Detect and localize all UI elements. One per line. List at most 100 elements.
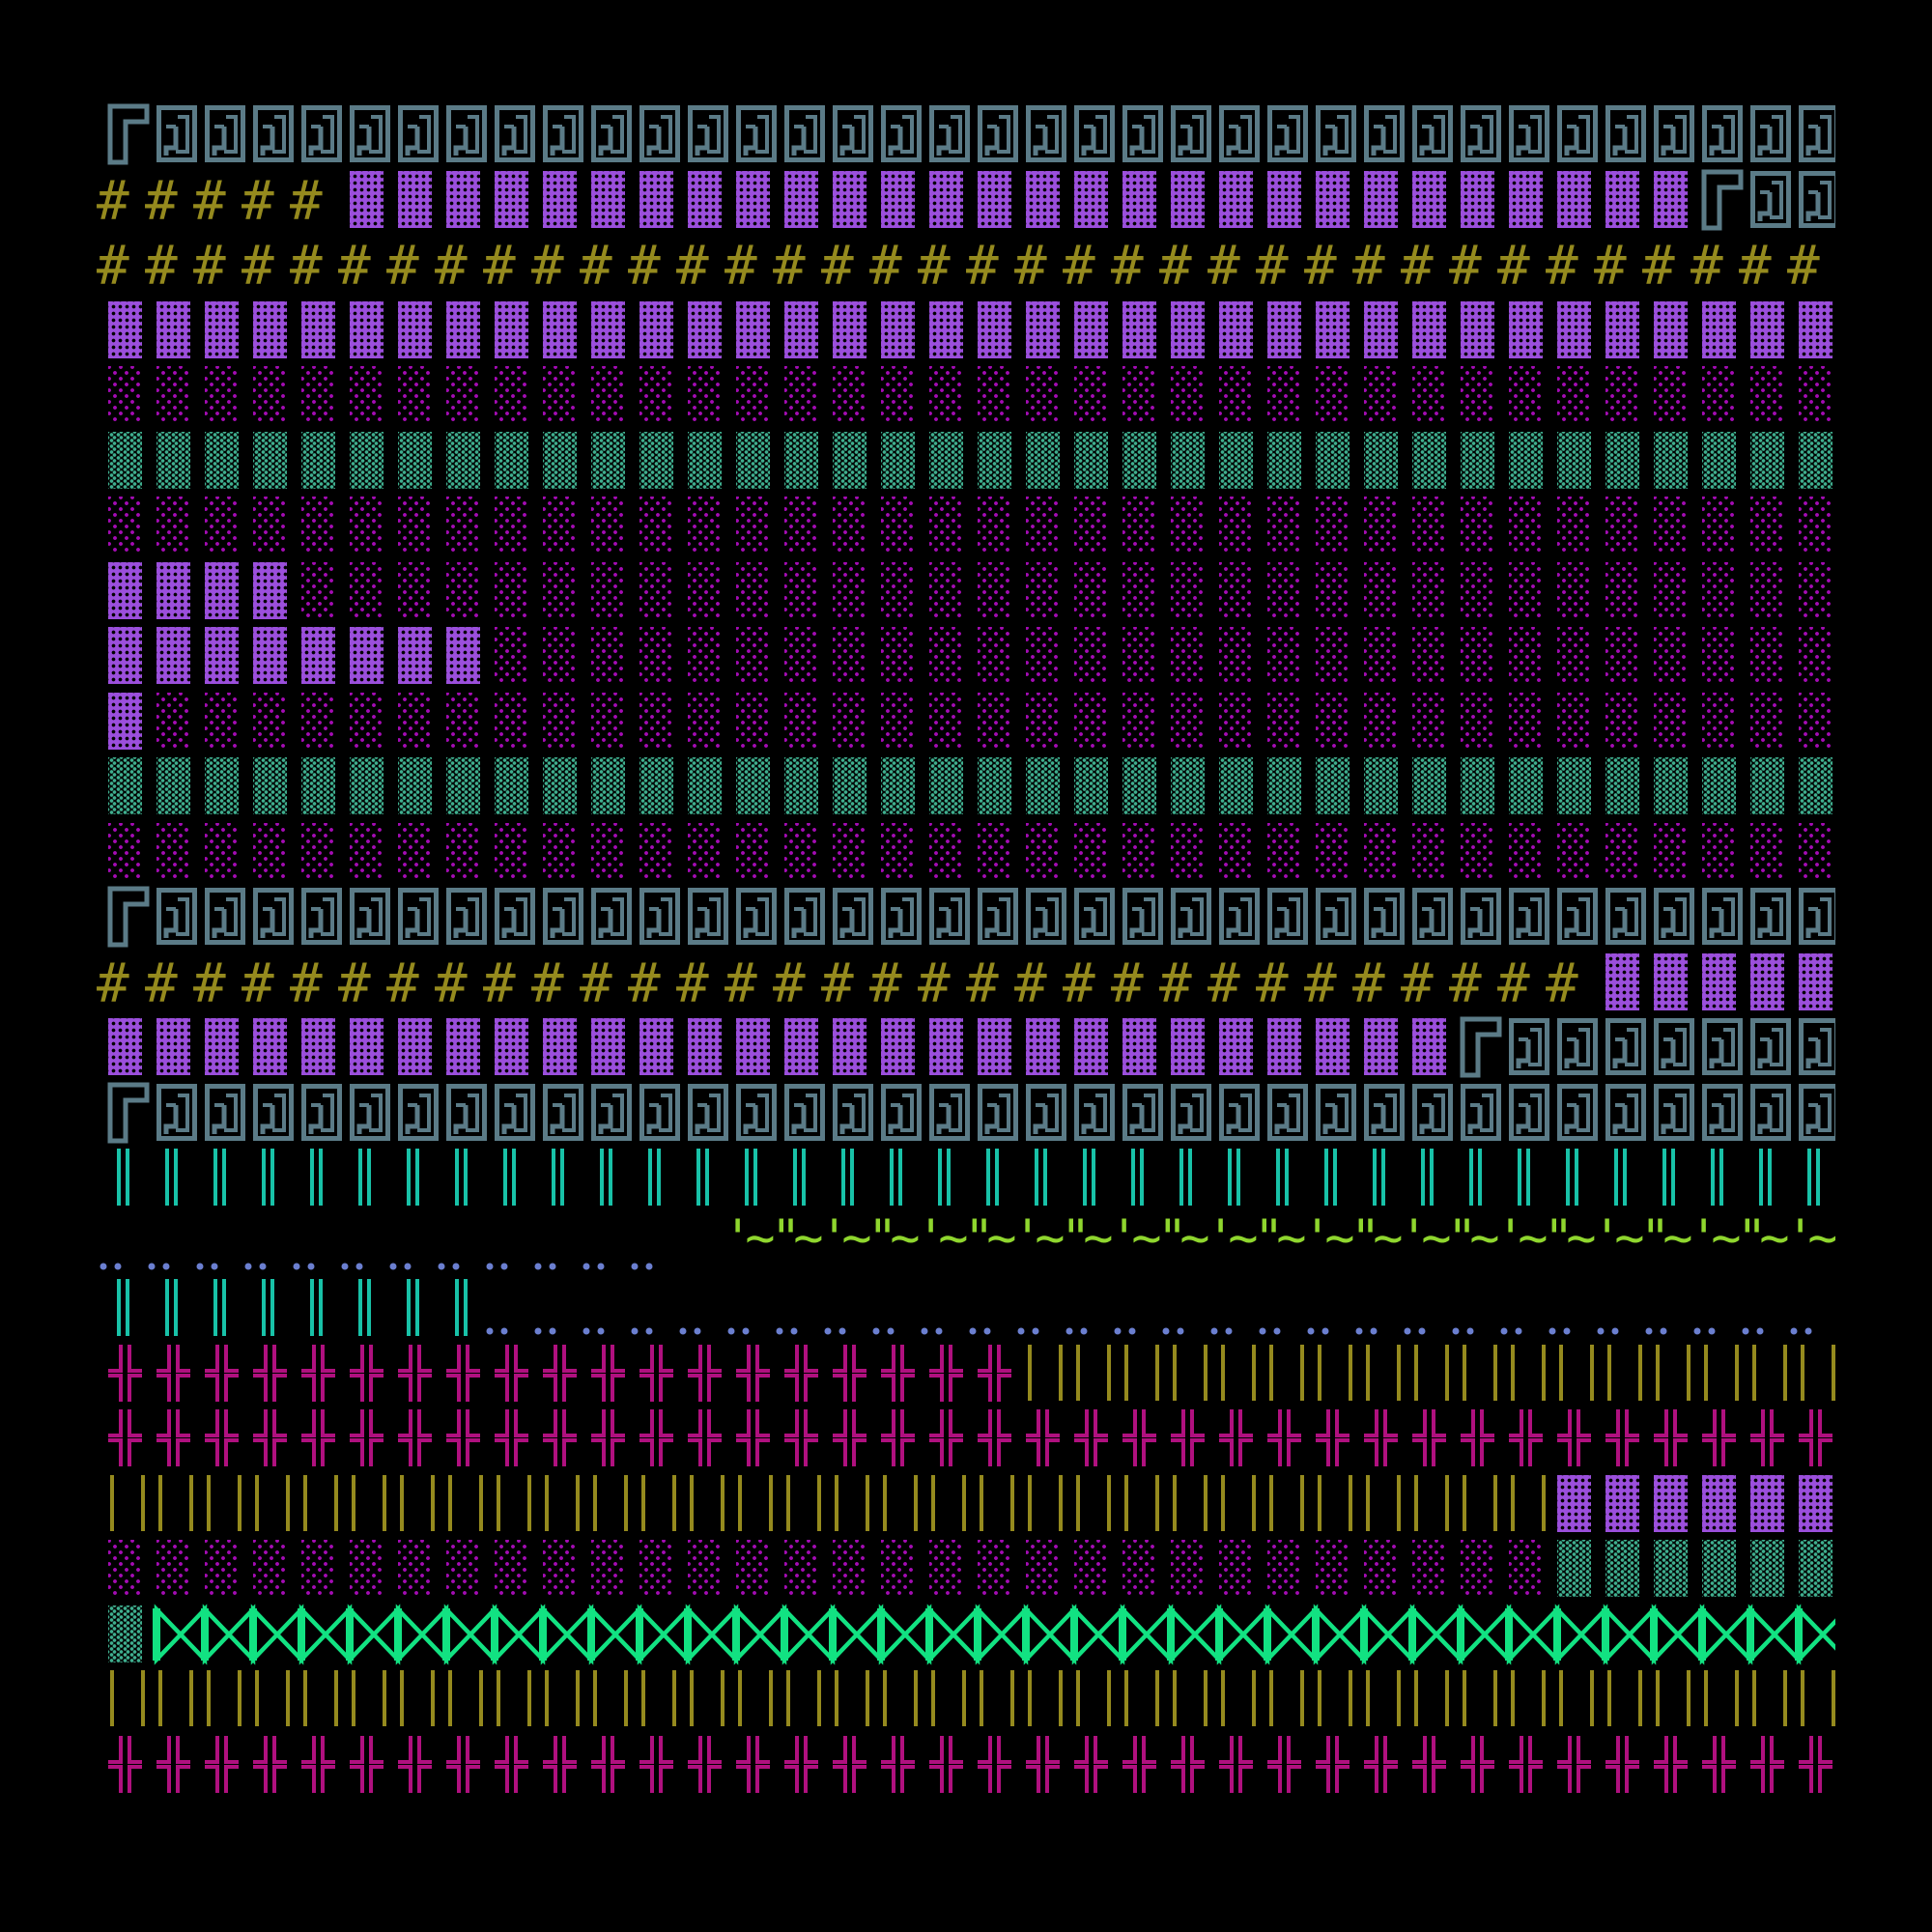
- box-icon: [1750, 1083, 1791, 1141]
- hash-char: #: [676, 952, 709, 1015]
- glyph-mag: [1267, 366, 1316, 424]
- block-shade-icon: [108, 300, 142, 358]
- glyph-box: [1122, 105, 1171, 163]
- glyph-cross: [108, 1735, 156, 1794]
- bowtie-icon: [684, 1603, 739, 1665]
- glyph-cross: [253, 1409, 301, 1467]
- glyph-hash: #: [580, 236, 639, 294]
- teal-shade-icon: [1557, 757, 1591, 814]
- box-icon: [350, 888, 390, 945]
- teal-shade-icon: [1267, 757, 1301, 814]
- glyph-block: [108, 627, 156, 685]
- glyph-hash: #: [97, 953, 156, 1011]
- glyph-cross: [543, 1344, 591, 1403]
- teal-shade-icon: [1605, 1540, 1639, 1597]
- teal-shade-icon: [1557, 1540, 1591, 1597]
- glyph-hash: #: [435, 236, 495, 294]
- glyph-dots: [1742, 1279, 1799, 1337]
- glyph-ybar: [1267, 1344, 1316, 1403]
- box-icon: [1557, 888, 1598, 945]
- glyph-cross: [495, 1344, 543, 1403]
- ybar-icon: [1511, 1344, 1546, 1401]
- glyph-dots: [1404, 1279, 1461, 1337]
- block-shade-icon: [736, 170, 770, 228]
- mag-shade-icon: [495, 561, 528, 619]
- glyph-box: [1750, 170, 1799, 229]
- glyph-box: [1702, 1018, 1750, 1076]
- glyph-cross: [591, 1409, 639, 1467]
- glyph-ybar: [205, 1474, 253, 1533]
- hash-char: #: [1546, 235, 1578, 298]
- glyph-hash: #: [966, 953, 1026, 1011]
- cross-icon: [1364, 1409, 1398, 1466]
- glyph-box: [736, 105, 784, 163]
- glyph-vbar: [784, 1149, 833, 1207]
- block-shade-icon: [205, 627, 239, 684]
- block-shade-icon: [301, 627, 335, 684]
- mag-shade-icon: [1364, 822, 1398, 880]
- ybar-icon: [1076, 1344, 1111, 1401]
- glyph-dots: [1500, 1279, 1557, 1337]
- glyph-mag: [156, 692, 205, 751]
- bowtie-icon: [1650, 1603, 1705, 1665]
- teal-shade-icon: [108, 757, 142, 814]
- glyph-block: [736, 170, 784, 229]
- glyph-hash: #: [97, 171, 156, 229]
- cross-icon: [1461, 1735, 1494, 1793]
- mag-shade-icon: [1702, 366, 1736, 423]
- wave-char: '~: [1109, 1208, 1162, 1267]
- glyph-mag: [688, 1540, 736, 1598]
- teal-shade-icon: [1799, 757, 1833, 814]
- glyph-cross: [495, 1735, 543, 1794]
- glyph-box: [1557, 105, 1605, 163]
- hash-char: #: [580, 952, 612, 1015]
- ybar-icon: [1414, 1670, 1449, 1726]
- block-shade-icon: [881, 1018, 915, 1075]
- mag-shade-icon: [398, 822, 432, 880]
- mag-shade-icon: [784, 561, 818, 619]
- glyph-block: [688, 170, 736, 229]
- glyph-block: [253, 627, 301, 685]
- glyph-block: [205, 1018, 253, 1076]
- bowtie-icon: [877, 1603, 932, 1665]
- vbar-icon: [1759, 1149, 1772, 1206]
- ybar-icon: [593, 1670, 628, 1726]
- block-shade-icon: [833, 1018, 867, 1075]
- mag-shade-icon: [1750, 692, 1784, 750]
- glyph-cross: [543, 1735, 591, 1794]
- glyph-box: [350, 105, 398, 163]
- teal-shade-icon: [929, 757, 963, 814]
- glyph-mag: [1316, 1540, 1364, 1598]
- glyph-mag: [1799, 561, 1835, 620]
- glyph-vbar: [1171, 1149, 1219, 1207]
- glyph-mag: [833, 1540, 881, 1598]
- glyph-cross: [1750, 1735, 1799, 1794]
- block-shade-icon: [688, 300, 722, 358]
- glyph-mag: [1171, 1540, 1219, 1598]
- block-shade-icon: [1799, 300, 1833, 358]
- hash-char: #: [724, 235, 757, 298]
- ybar-icon: [207, 1474, 242, 1531]
- box-icon: [1461, 105, 1501, 162]
- glyph-mag: [156, 366, 205, 424]
- glyph-wave: "~: [1605, 1213, 1693, 1272]
- teal-shade-icon: [1654, 431, 1688, 489]
- mag-shade-icon: [978, 822, 1011, 880]
- glyph-teal: [881, 431, 929, 490]
- dots-icon: [631, 1327, 653, 1335]
- glyph-mag: [495, 692, 543, 751]
- mag-shade-icon: [1364, 692, 1398, 750]
- glyph-ybar: [688, 1670, 736, 1728]
- glyph-vbar: [301, 1149, 350, 1207]
- glyph-bowtie: [1070, 1603, 1125, 1665]
- block-shade-icon: [688, 1018, 722, 1075]
- mag-shade-icon: [1799, 561, 1833, 619]
- glyph-vbar: [639, 1149, 688, 1207]
- glyph-vbar: [1122, 1149, 1171, 1207]
- bowtie-icon: [442, 1603, 497, 1665]
- block-shade-icon: [446, 1018, 480, 1075]
- glyph-block: [639, 170, 688, 229]
- bowtie-icon: [974, 1603, 1029, 1665]
- glyph-dots: [824, 1279, 881, 1337]
- glyph-wave: '~: [978, 1213, 1065, 1272]
